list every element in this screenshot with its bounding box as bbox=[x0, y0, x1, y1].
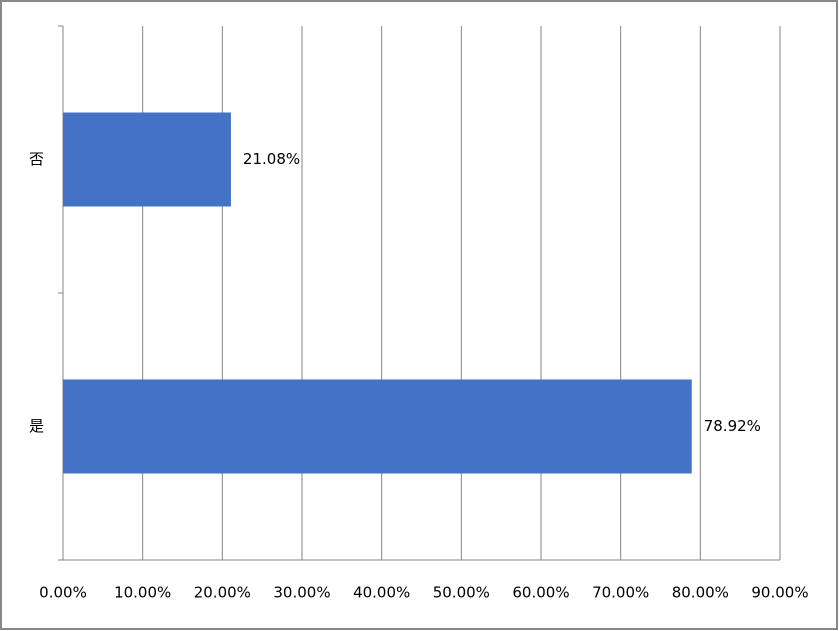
x-tick-label: 50.00% bbox=[433, 584, 490, 602]
y-tick-label: 是 bbox=[29, 417, 44, 435]
x-tick-label: 30.00% bbox=[273, 584, 330, 602]
x-tick-label: 90.00% bbox=[751, 584, 808, 602]
x-tick-label: 20.00% bbox=[194, 584, 251, 602]
value-label: 21.08% bbox=[243, 150, 300, 168]
x-tick-label: 0.00% bbox=[39, 584, 87, 602]
bar bbox=[63, 379, 692, 474]
x-tick-label: 40.00% bbox=[353, 584, 410, 602]
x-tick-label: 60.00% bbox=[512, 584, 569, 602]
x-tick-label: 80.00% bbox=[672, 584, 729, 602]
x-tick-label: 70.00% bbox=[592, 584, 649, 602]
y-tick-label: 否 bbox=[29, 150, 44, 168]
bar bbox=[63, 112, 231, 207]
value-label: 78.92% bbox=[704, 417, 761, 435]
x-tick-label: 10.00% bbox=[114, 584, 171, 602]
